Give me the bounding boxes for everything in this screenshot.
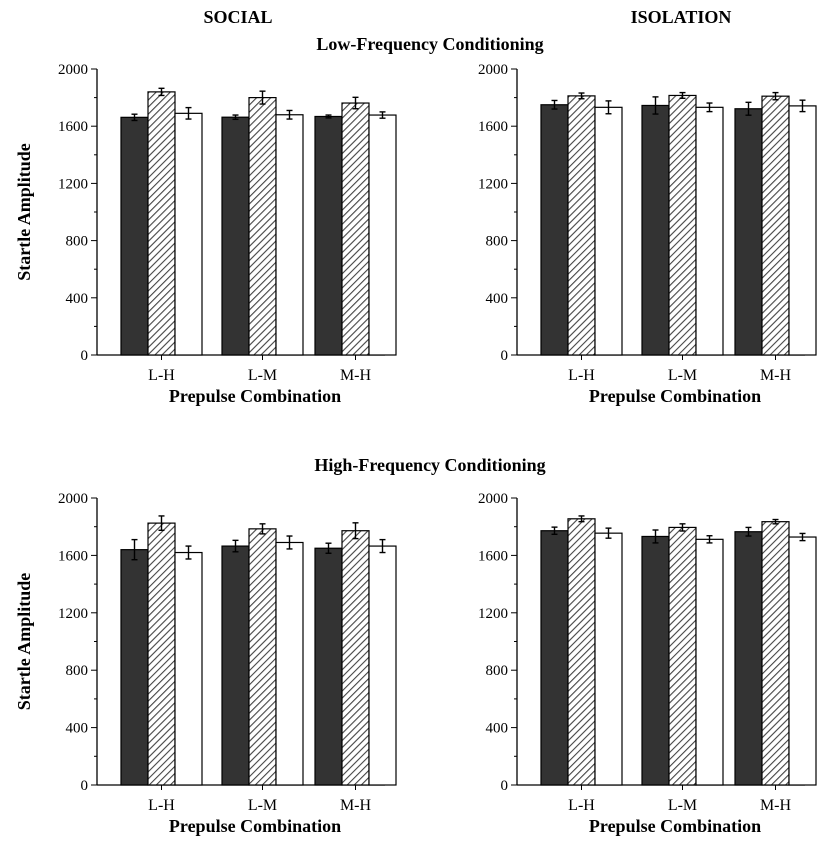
chart-panel-2: 0 400 800 1200 1600 2000 L-H L-M M-H Prepulse Com… — [478, 62, 817, 406]
y-tick-label: 800 — [66, 234, 89, 250]
x-axis-title: Prepulse Combination — [589, 386, 761, 406]
x-tick-label: M-H — [340, 367, 372, 384]
y-tick-label: 2000 — [478, 491, 508, 507]
bar-l-m-series-1 — [221, 545, 250, 786]
y-tick-label: 2000 — [58, 62, 88, 78]
col-title-social: SOCIAL — [203, 7, 272, 27]
x-axis-title: Prepulse Combination — [589, 816, 761, 836]
bar-l-m-series-2 — [668, 526, 697, 786]
bar-l-h-series-3 — [174, 112, 203, 356]
y-tick-label: 800 — [486, 234, 509, 250]
y-tick-label: 1200 — [58, 606, 88, 622]
y-tick-label: 0 — [81, 778, 89, 794]
x-tick-label: L-M — [248, 797, 277, 814]
bar-m-h-series-2 — [761, 95, 790, 356]
x-tick-label: M-H — [760, 797, 792, 814]
x-tick-label: L-M — [668, 367, 697, 384]
x-tick-label: L-H — [148, 367, 175, 384]
y-tick-label: 1600 — [478, 119, 508, 135]
y-tick-label: 400 — [486, 721, 509, 737]
y-tick-label: 400 — [486, 291, 509, 307]
x-tick-label: M-H — [760, 367, 792, 384]
y-tick-label: 2000 — [478, 62, 508, 78]
y-tick-label: 2000 — [58, 491, 88, 507]
bar-m-h-series-3 — [368, 114, 397, 356]
bar-m-h-series-3 — [788, 105, 817, 356]
row-title-high-frequency: High-Frequency Conditioning — [314, 455, 545, 475]
bar-l-m-series-3 — [275, 114, 304, 356]
y-tick-label: 1600 — [58, 548, 88, 564]
bar-l-h-series-2 — [567, 518, 596, 786]
bar-m-h-series-1 — [734, 531, 763, 786]
x-axis-title: Prepulse Combination — [169, 816, 341, 836]
bar-l-h-series-3 — [174, 551, 203, 786]
x-axis-title: Prepulse Combination — [169, 386, 341, 406]
y-tick-label: 1200 — [58, 176, 88, 192]
bar-l-h-series-1 — [540, 530, 569, 786]
bar-m-h-series-1 — [314, 115, 343, 356]
bar-l-m-series-2 — [248, 96, 277, 356]
y-tick-label: 1600 — [58, 119, 88, 135]
bar-m-h-series-2 — [341, 102, 370, 356]
bar-l-h-series-3 — [594, 532, 623, 786]
y-tick-label: 1600 — [478, 548, 508, 564]
y-tick-label: 0 — [81, 348, 89, 364]
bar-l-m-series-1 — [641, 535, 670, 786]
x-tick-label: M-H — [340, 797, 372, 814]
x-tick-label: L-H — [148, 797, 175, 814]
bar-l-m-series-2 — [668, 94, 697, 356]
bar-m-h-series-1 — [314, 547, 343, 786]
y-tick-label: 400 — [66, 291, 89, 307]
bar-l-m-series-1 — [221, 116, 250, 356]
bar-l-h-series-2 — [567, 95, 596, 356]
y-axis-title: Startle Amplitude — [14, 143, 34, 281]
bar-l-m-series-3 — [695, 106, 724, 356]
bar-m-h-series-2 — [341, 530, 370, 786]
y-tick-label: 400 — [66, 721, 89, 737]
y-tick-label: 800 — [66, 663, 89, 679]
y-tick-label: 1200 — [478, 176, 508, 192]
bar-l-m-series-3 — [695, 538, 724, 786]
x-tick-label: L-M — [668, 797, 697, 814]
bar-m-h-series-3 — [788, 536, 817, 786]
bar-l-h-series-2 — [147, 522, 176, 786]
chart-panel-1: 0 400 800 1200 1600 2000 L-H L-M M-H Prepulse Com… — [14, 62, 397, 406]
x-tick-label: L-M — [248, 367, 277, 384]
x-tick-label: L-H — [568, 797, 595, 814]
y-tick-label: 800 — [486, 663, 509, 679]
bar-m-h-series-1 — [734, 108, 763, 356]
bar-l-h-series-1 — [120, 116, 149, 356]
y-tick-label: 0 — [501, 778, 509, 794]
y-tick-label: 1200 — [478, 606, 508, 622]
bar-l-m-series-1 — [641, 104, 670, 356]
chart-panel-3: 0 400 800 1200 1600 2000 L-H L-M M-H Prepulse Com… — [14, 491, 397, 836]
bar-l-h-series-1 — [540, 104, 569, 356]
bar-l-h-series-1 — [120, 549, 149, 786]
bar-m-h-series-2 — [761, 521, 790, 786]
bar-l-h-series-3 — [594, 106, 623, 356]
col-title-isolation: ISOLATION — [631, 7, 732, 27]
y-axis-title: Startle Amplitude — [14, 573, 34, 711]
row-title-low-frequency: Low-Frequency Conditioning — [316, 34, 543, 54]
bar-l-h-series-2 — [147, 91, 176, 356]
y-tick-label: 0 — [501, 348, 509, 364]
bar-m-h-series-3 — [368, 545, 397, 786]
panels-group: 0 400 800 1200 1600 2000 L-H L-M M-H Prepulse Com… — [14, 62, 817, 836]
bar-l-m-series-3 — [275, 541, 304, 786]
x-tick-label: L-H — [568, 367, 595, 384]
bar-l-m-series-2 — [248, 528, 277, 786]
chart-panel-4: 0 400 800 1200 1600 2000 L-H L-M M-H Prepulse Com… — [478, 491, 817, 836]
